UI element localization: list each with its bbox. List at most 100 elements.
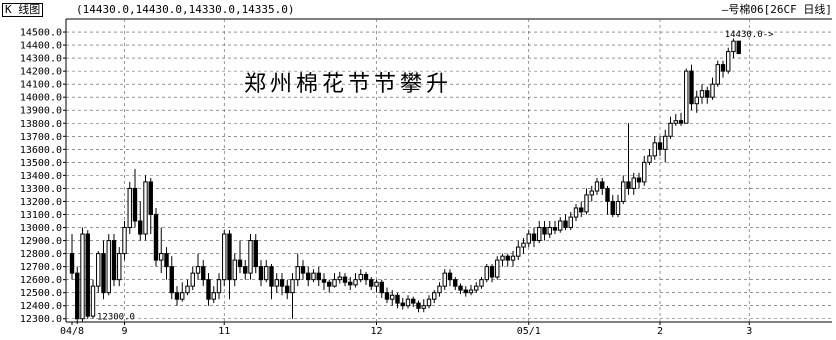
candle	[106, 234, 111, 296]
candle-body-down	[636, 177, 642, 183]
candle	[316, 266, 321, 287]
candle-body-down	[69, 253, 75, 274]
candle-body-down	[563, 220, 568, 229]
candle-body-up	[647, 155, 652, 163]
candle-body-up	[264, 266, 269, 281]
y-tick-label: 14400.0	[20, 41, 62, 52]
candle	[363, 271, 369, 285]
candle-body-up	[547, 227, 552, 235]
y-tick-label: 13900.0	[20, 106, 62, 117]
candle-body-up	[353, 279, 358, 286]
y-tick-label: 12400.0	[20, 301, 62, 312]
price-annotation: 14430.0->	[725, 30, 774, 40]
candle	[531, 227, 537, 248]
candle-body-up	[710, 83, 715, 98]
candle	[605, 185, 610, 215]
candle-body-up	[631, 177, 636, 189]
candle	[327, 279, 332, 293]
candle	[694, 90, 699, 113]
candle	[594, 177, 600, 195]
candle	[269, 264, 274, 300]
candle	[705, 86, 710, 104]
candle-body-down	[279, 279, 285, 287]
candle	[715, 60, 720, 87]
candle	[636, 172, 642, 189]
candle-body-down	[689, 70, 694, 105]
candle-body-up	[484, 266, 489, 281]
candle	[642, 155, 647, 186]
candle	[626, 123, 631, 195]
candle	[295, 253, 300, 287]
x-tick-label: 3	[746, 326, 752, 337]
candle-body-down	[316, 272, 321, 281]
candle	[657, 136, 663, 156]
candle	[111, 234, 117, 287]
candle	[127, 181, 132, 235]
candle-body-down	[657, 142, 663, 150]
candle-body-up	[474, 285, 479, 291]
y-tick-label: 14300.0	[20, 54, 62, 65]
candle	[684, 68, 689, 124]
candle	[279, 273, 285, 296]
candle	[736, 40, 741, 55]
candle-body-down	[610, 200, 615, 215]
candle-body-down	[342, 276, 348, 283]
candle	[300, 260, 306, 280]
candles	[69, 38, 741, 324]
candle-body-up	[232, 259, 237, 281]
candle-body-up	[731, 40, 736, 53]
candle-body-up	[673, 120, 678, 124]
candle	[384, 287, 390, 304]
candle	[211, 286, 216, 304]
candle-body-up	[521, 242, 526, 248]
candle	[90, 279, 96, 319]
candle-body-up	[573, 207, 579, 218]
y-tick-label: 12300.0	[20, 314, 62, 325]
candle	[358, 269, 363, 283]
candle-body-up	[374, 281, 379, 287]
candle	[526, 230, 531, 248]
candle	[453, 277, 458, 291]
candle-body-down	[489, 266, 495, 278]
candle-body-down	[447, 272, 453, 281]
candle-body-up	[668, 122, 673, 137]
candle	[474, 282, 479, 293]
candle	[673, 114, 678, 126]
candle	[610, 194, 615, 218]
candle-body-up	[295, 266, 300, 281]
candle	[190, 266, 195, 291]
candle	[143, 175, 148, 241]
y-tick-label: 13700.0	[20, 132, 62, 143]
candle-body-up	[479, 279, 484, 287]
candle	[484, 264, 489, 283]
candle	[432, 290, 437, 304]
candle	[337, 271, 342, 284]
candle	[85, 230, 90, 319]
y-axis: 12300.0 12400.0 12500.0 12600.0 12700.0 12800…	[20, 28, 66, 325]
candle-body-down	[75, 272, 80, 320]
candle	[80, 227, 85, 322]
candle	[390, 290, 395, 306]
candle-body-up	[584, 194, 589, 213]
y-tick-label: 13100.0	[20, 210, 62, 221]
candle-body-down	[285, 285, 290, 294]
candle-body-up	[516, 246, 521, 257]
candle	[117, 247, 122, 287]
candle-body-down	[85, 233, 90, 317]
candle-body-up	[437, 285, 442, 294]
candle-body-down	[416, 302, 421, 309]
candle-body-down	[720, 64, 726, 72]
candle-body-down	[379, 281, 384, 294]
candle-body-up	[190, 272, 195, 287]
candle-body-down	[384, 292, 390, 300]
candle	[521, 237, 526, 254]
candle	[348, 277, 353, 291]
candle	[274, 273, 279, 293]
candle	[180, 282, 185, 302]
candle-body-down	[321, 279, 327, 283]
candle-body-up	[311, 272, 316, 281]
candle	[631, 172, 636, 195]
candle-body-down	[736, 40, 741, 55]
y-tick-label: 13000.0	[20, 223, 62, 234]
